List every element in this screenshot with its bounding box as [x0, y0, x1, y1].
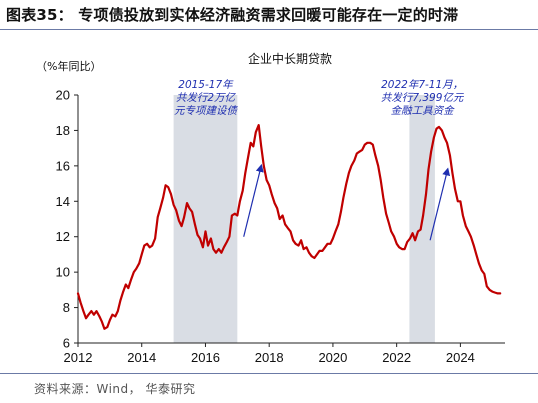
figure-title: 图表35： 专项债投放到实体经济融资需求回暖可能存在一定的时滞: [6, 6, 459, 24]
y-tick-label: 12: [56, 229, 70, 244]
annotation-1-line-2: 共发行2万亿: [176, 92, 237, 104]
x-tick-label: 2014: [127, 350, 156, 365]
source-note: 资料来源：Wind， 华泰研究: [34, 382, 196, 396]
series-line-1: [76, 123, 502, 330]
y-tick-label: 20: [56, 88, 70, 103]
annotation-2-line-2: 共发行7,399亿元: [381, 92, 465, 104]
x-tick-label: 2024: [446, 350, 475, 365]
series-lines: [76, 123, 502, 330]
annotation-1-line-3: 元专项建设债: [174, 105, 238, 117]
bottom-rule: [0, 373, 538, 374]
x-tick-label: 2022: [382, 350, 411, 365]
y-tick-label: 6: [63, 336, 70, 351]
y-tick-label: 10: [56, 265, 70, 280]
y-tick-label: 14: [56, 194, 70, 209]
x-tick-label: 2020: [318, 350, 347, 365]
y-unit-label: （%年同比）: [36, 59, 101, 73]
chart-title: 企业中长期贷款: [248, 51, 332, 66]
x-tick-label: 2012: [64, 350, 93, 365]
annotation-1-line-1: 2015-17年: [178, 79, 234, 91]
axes: 6 8 10 12 14 16 18 20 2012 2014 2016 2018 2020 2022 20…: [56, 88, 505, 365]
annotation-2-line-1: 2022年7-11月，: [381, 79, 463, 91]
top-rule: [0, 29, 538, 30]
y-tick-label: 16: [56, 158, 70, 173]
y-tick-label: 8: [63, 300, 70, 315]
x-tick-label: 2016: [191, 350, 220, 365]
annotation-2-line-3: 金融工具资金: [391, 105, 455, 117]
shaded-periods: [173, 95, 435, 343]
x-tick-label: 2018: [255, 350, 284, 365]
arrow-2: [429, 167, 451, 241]
arrow-1: [243, 163, 264, 237]
y-tick-label: 18: [56, 123, 70, 138]
